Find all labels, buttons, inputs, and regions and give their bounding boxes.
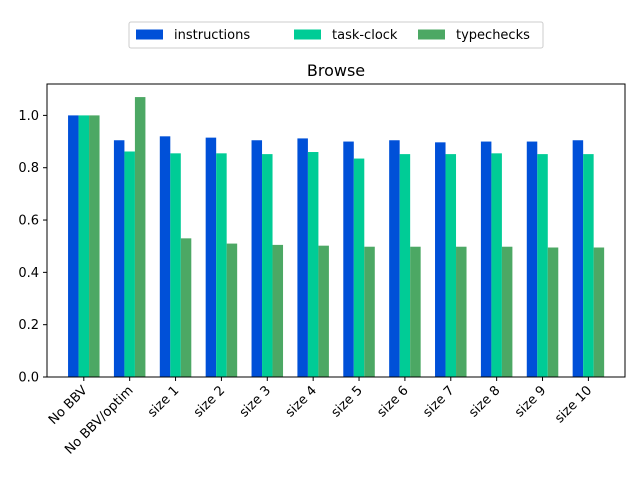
bar-instructions-10 bbox=[480, 141, 492, 377]
bar-task-clock-9 bbox=[445, 154, 457, 377]
bar-instructions-6 bbox=[297, 138, 308, 377]
x-tick-label-9: size 8 bbox=[466, 383, 503, 420]
x-tick-label-10: size 9 bbox=[512, 383, 549, 420]
bar-typechecks-3 bbox=[180, 238, 192, 377]
chart-title: Browse bbox=[307, 61, 365, 80]
bar-instructions-7 bbox=[343, 141, 354, 377]
legend: instructions task-clock typechecks bbox=[128, 21, 544, 49]
bar-typechecks-1 bbox=[89, 115, 100, 377]
bar-instructions-3 bbox=[159, 136, 171, 377]
bar-typechecks-12 bbox=[593, 247, 605, 377]
bar-typechecks-11 bbox=[547, 247, 559, 377]
x-tick-label-7: size 6 bbox=[375, 383, 412, 420]
bar-instructions-5 bbox=[251, 140, 263, 377]
x-tick-label-11: size 10 bbox=[552, 383, 595, 426]
bar-typechecks-8 bbox=[410, 246, 421, 377]
bar-typechecks-2 bbox=[134, 97, 146, 377]
legend-swatch-typechecks bbox=[418, 29, 445, 40]
bar-instructions-4 bbox=[205, 137, 217, 377]
legend-label-typechecks: typechecks bbox=[456, 28, 530, 43]
bar-typechecks-5 bbox=[272, 244, 284, 377]
x-tick-label-2: size 1 bbox=[145, 383, 182, 420]
bar-task-clock-1 bbox=[78, 115, 90, 377]
bar-task-clock-6 bbox=[307, 152, 319, 377]
bar-instructions-12 bbox=[572, 140, 584, 377]
y-axis: 0.0 0.2 0.4 0.6 0.8 1.0 bbox=[18, 109, 47, 386]
y-tick-label-2: 0.4 bbox=[18, 266, 39, 281]
bar-task-clock-11 bbox=[537, 154, 548, 377]
legend-swatch-task-clock bbox=[294, 29, 321, 40]
bar-typechecks-7 bbox=[364, 246, 375, 377]
y-tick-label-5: 1.0 bbox=[18, 109, 39, 124]
x-tick-label-0: No BBV bbox=[46, 383, 91, 428]
bar-typechecks-6 bbox=[318, 245, 329, 377]
x-tick-label-6: size 5 bbox=[329, 383, 366, 420]
bar-instructions-2 bbox=[113, 140, 125, 377]
bar-task-clock-3 bbox=[170, 153, 181, 377]
bar-task-clock-12 bbox=[583, 154, 594, 377]
bar-task-clock-10 bbox=[491, 153, 502, 377]
legend-swatch-instructions bbox=[136, 29, 163, 40]
y-tick-label-0: 0.0 bbox=[18, 371, 39, 386]
bar-instructions-11 bbox=[526, 141, 538, 377]
bar-task-clock-7 bbox=[353, 158, 365, 377]
bar-instructions-9 bbox=[435, 142, 446, 377]
bar-instructions-1 bbox=[68, 115, 79, 377]
bar-typechecks-9 bbox=[456, 246, 467, 377]
bar-instructions-8 bbox=[389, 140, 400, 377]
bar-task-clock-5 bbox=[262, 154, 273, 377]
y-tick-label-4: 0.8 bbox=[18, 161, 39, 176]
x-tick-label-4: size 3 bbox=[237, 383, 274, 420]
bar-task-clock-4 bbox=[216, 153, 227, 377]
x-tick-label-5: size 4 bbox=[283, 383, 320, 420]
legend-frame bbox=[128, 21, 544, 49]
y-tick-label-3: 0.6 bbox=[18, 214, 39, 229]
x-tick-label-8: size 7 bbox=[420, 383, 457, 420]
legend-label-task-clock: task-clock bbox=[332, 28, 398, 43]
bar-typechecks-10 bbox=[501, 246, 513, 377]
legend-label-instructions: instructions bbox=[174, 28, 250, 43]
x-tick-label-3: size 2 bbox=[191, 383, 228, 420]
bar-typechecks-4 bbox=[226, 243, 238, 377]
bars bbox=[68, 97, 605, 377]
y-tick-label-1: 0.2 bbox=[18, 318, 39, 333]
bar-task-clock-8 bbox=[399, 154, 411, 377]
plot-frame bbox=[46, 83, 626, 378]
bar-task-clock-2 bbox=[124, 151, 135, 377]
